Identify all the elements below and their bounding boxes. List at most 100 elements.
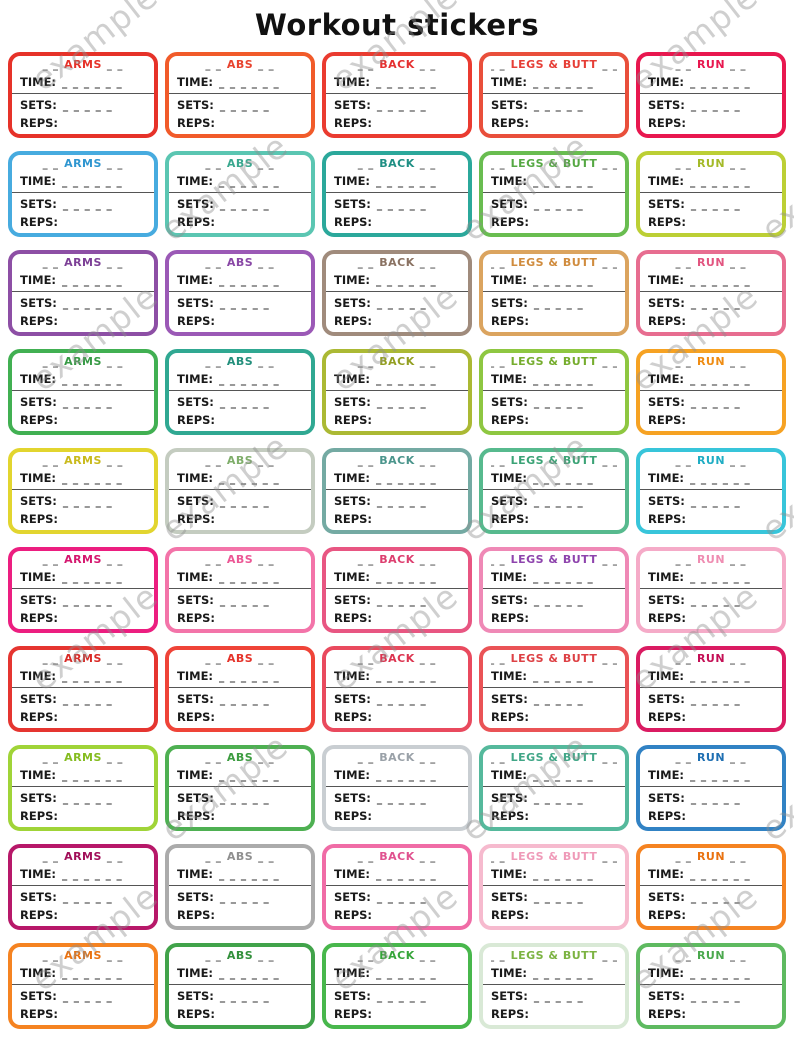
sticker-legs-butt-row-3: _ _ LEGS & BUTT _ _ TIME: _ _ _ _ _ _ SETS: _ … (479, 250, 629, 336)
time-row: TIME: _ _ _ _ _ _ (177, 966, 303, 980)
reps-label: REPS: (334, 809, 373, 823)
sticker-title: LEGS & BUTT (510, 949, 598, 962)
reps-row: REPS: (20, 512, 146, 526)
time-blank: _ _ _ _ _ _ (219, 275, 280, 287)
sets-blank: _ _ _ _ _ (533, 397, 584, 409)
sets-blank: _ _ _ _ _ (533, 199, 584, 211)
sets-label: SETS: (20, 296, 57, 310)
sticker-divider (640, 588, 782, 589)
title-dash-left: _ _ (675, 555, 692, 566)
sticker-arms-row-3: _ _ ARMS _ _ TIME: _ _ _ _ _ _ SETS: _ _ _ _ _… (8, 250, 158, 336)
reps-label: REPS: (20, 215, 59, 229)
sets-row: SETS: _ _ _ _ _ (334, 197, 460, 211)
time-label: TIME: (177, 867, 214, 881)
title-dash-right: _ _ (419, 852, 437, 863)
time-label: TIME: (491, 570, 528, 584)
sticker-title: RUN (696, 553, 726, 566)
reps-row: REPS: (20, 116, 146, 130)
sticker-divider (483, 390, 625, 391)
time-label: TIME: (648, 372, 685, 386)
reps-row: REPS: (648, 116, 774, 130)
time-label: TIME: (648, 570, 685, 584)
time-row: TIME: _ _ _ _ _ _ (491, 570, 617, 584)
sticker-title-row: _ _ LEGS & BUTT _ _ (491, 553, 617, 566)
reps-label: REPS: (491, 710, 530, 724)
sticker-abs-row-3: _ _ ABS _ _ TIME: _ _ _ _ _ _ SETS: _ _ _ _ _ R… (165, 250, 315, 336)
sets-label: SETS: (177, 296, 214, 310)
time-label: TIME: (491, 75, 528, 89)
sticker-divider (12, 588, 154, 589)
sticker-abs-row-1: _ _ ABS _ _ TIME: _ _ _ _ _ _ SETS: _ _ _ _ _ R… (165, 52, 315, 138)
sticker-title-row: _ _ RUN _ _ (648, 256, 774, 269)
sets-label: SETS: (648, 692, 685, 706)
reps-label: REPS: (20, 314, 59, 328)
sticker-legs-butt-row-7: _ _ LEGS & BUTT _ _ TIME: _ _ _ _ _ _ SETS: _ … (479, 646, 629, 732)
reps-label: REPS: (20, 1007, 59, 1021)
time-blank: _ _ _ _ _ _ (376, 275, 437, 287)
sets-label: SETS: (491, 494, 528, 508)
title-dash-left: _ _ (205, 654, 222, 665)
reps-label: REPS: (177, 413, 216, 427)
sets-label: SETS: (334, 395, 371, 409)
title-dash-right: _ _ (419, 951, 437, 962)
sticker-title-row: _ _ RUN _ _ (648, 58, 774, 71)
sets-row: SETS: _ _ _ _ _ (648, 989, 774, 1003)
title-dash-right: _ _ (106, 258, 124, 269)
sets-blank: _ _ _ _ _ (376, 694, 427, 706)
sticker-run-row-6: _ _ RUN _ _ TIME: _ _ _ _ _ _ SETS: _ _ _ _ _ R… (636, 547, 786, 633)
sticker-back-row-6: _ _ BACK _ _ TIME: _ _ _ _ _ _ SETS: _ _ _ _ _… (322, 547, 472, 633)
time-row: TIME: _ _ _ _ _ _ (334, 768, 460, 782)
title-dash-left: _ _ (205, 60, 222, 71)
reps-row: REPS: (648, 512, 774, 526)
title-dash-right: _ _ (730, 357, 747, 368)
time-label: TIME: (648, 669, 685, 683)
sticker-title-row: _ _ ARMS _ _ (20, 751, 146, 764)
sticker-divider (326, 984, 468, 985)
time-label: TIME: (491, 273, 528, 287)
sets-blank: _ _ _ _ _ (376, 595, 427, 607)
sets-blank: _ _ _ _ _ (690, 892, 741, 904)
time-blank: _ _ _ _ _ _ (533, 869, 594, 881)
time-row: TIME: _ _ _ _ _ _ (177, 75, 303, 89)
sticker-title-row: _ _ LEGS & BUTT _ _ (491, 256, 617, 269)
sets-blank: _ _ _ _ _ (376, 100, 427, 112)
sticker-title: ARMS (64, 454, 102, 467)
time-row: TIME: _ _ _ _ _ _ (177, 471, 303, 485)
time-label: TIME: (648, 768, 685, 782)
sets-label: SETS: (491, 197, 528, 211)
sticker-title: ABS (226, 454, 254, 467)
reps-label: REPS: (648, 809, 687, 823)
time-row: TIME: _ _ _ _ _ _ (491, 867, 617, 881)
time-row: TIME: _ _ _ _ _ _ (20, 966, 146, 980)
time-label: TIME: (334, 75, 371, 89)
sets-label: SETS: (334, 692, 371, 706)
reps-label: REPS: (20, 710, 59, 724)
sticker-title-row: _ _ ABS _ _ (177, 256, 303, 269)
sets-label: SETS: (20, 593, 57, 607)
sticker-title: BACK (379, 949, 415, 962)
sticker-legs-butt-row-10: _ _ LEGS & BUTT _ _ TIME: _ _ _ _ _ _ SETS: _ … (479, 943, 629, 1029)
sticker-title: BACK (379, 850, 415, 863)
sticker-title: ABS (226, 949, 254, 962)
title-dash-left: _ _ (357, 60, 375, 71)
time-row: TIME: _ _ _ _ _ _ (177, 174, 303, 188)
reps-row: REPS: (648, 710, 774, 724)
sets-label: SETS: (334, 98, 371, 112)
sets-label: SETS: (177, 98, 214, 112)
title-dash-right: _ _ (258, 159, 275, 170)
reps-label: REPS: (20, 116, 59, 130)
sticker-back-row-4: _ _ BACK _ _ TIME: _ _ _ _ _ _ SETS: _ _ _ _ _… (322, 349, 472, 435)
reps-label: REPS: (648, 215, 687, 229)
time-row: TIME: _ _ _ _ _ _ (177, 768, 303, 782)
sticker-divider (326, 192, 468, 193)
title-dash-right: _ _ (419, 456, 437, 467)
sets-blank: _ _ _ _ _ (62, 199, 113, 211)
reps-row: REPS: (491, 611, 617, 625)
time-row: TIME: _ _ _ _ _ _ (648, 471, 774, 485)
sticker-abs-row-10: _ _ ABS _ _ TIME: _ _ _ _ _ _ SETS: _ _ _ _ _ R… (165, 943, 315, 1029)
sticker-title-row: _ _ ARMS _ _ (20, 454, 146, 467)
sets-blank: _ _ _ _ _ (690, 595, 741, 607)
time-blank: _ _ _ _ _ _ (62, 77, 123, 89)
sticker-divider (12, 489, 154, 490)
sets-blank: _ _ _ _ _ (690, 793, 741, 805)
